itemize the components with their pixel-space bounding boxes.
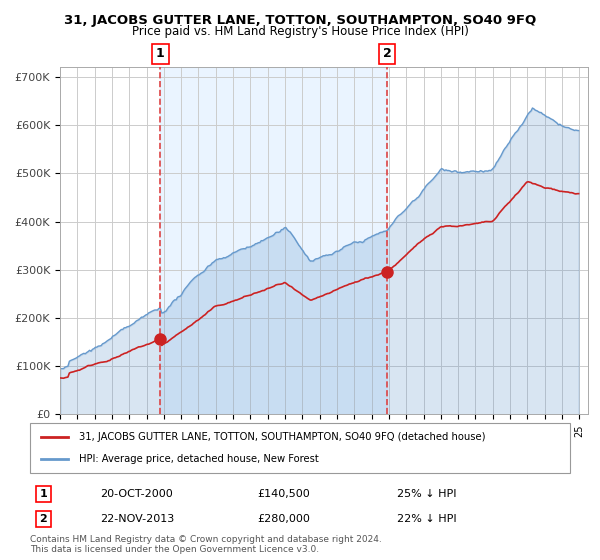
Text: HPI: Average price, detached house, New Forest: HPI: Average price, detached house, New … bbox=[79, 454, 319, 464]
Text: £140,500: £140,500 bbox=[257, 489, 310, 499]
Text: 2: 2 bbox=[40, 514, 47, 524]
Text: 22% ↓ HPI: 22% ↓ HPI bbox=[397, 514, 457, 524]
Text: 22-NOV-2013: 22-NOV-2013 bbox=[100, 514, 175, 524]
Text: 25% ↓ HPI: 25% ↓ HPI bbox=[397, 489, 457, 499]
Bar bbox=[160, 67, 387, 414]
Text: 31, JACOBS GUTTER LANE, TOTTON, SOUTHAMPTON, SO40 9FQ: 31, JACOBS GUTTER LANE, TOTTON, SOUTHAMP… bbox=[64, 14, 536, 27]
Text: 2: 2 bbox=[383, 47, 392, 60]
FancyBboxPatch shape bbox=[30, 423, 570, 473]
Text: 31, JACOBS GUTTER LANE, TOTTON, SOUTHAMPTON, SO40 9FQ (detached house): 31, JACOBS GUTTER LANE, TOTTON, SOUTHAMP… bbox=[79, 432, 485, 442]
Text: Price paid vs. HM Land Registry's House Price Index (HPI): Price paid vs. HM Land Registry's House … bbox=[131, 25, 469, 38]
Text: £280,000: £280,000 bbox=[257, 514, 310, 524]
Text: 1: 1 bbox=[40, 489, 47, 499]
Text: 20-OCT-2000: 20-OCT-2000 bbox=[100, 489, 173, 499]
Text: 1: 1 bbox=[156, 47, 165, 60]
Text: Contains HM Land Registry data © Crown copyright and database right 2024.
This d: Contains HM Land Registry data © Crown c… bbox=[30, 535, 382, 554]
